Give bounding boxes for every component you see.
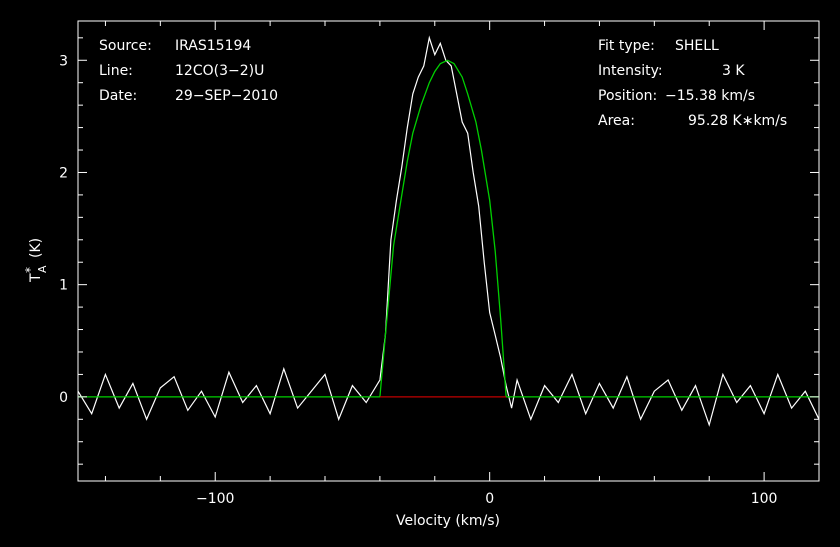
ticks-layer: −100 0 100 0 1 2 3 bbox=[59, 21, 820, 507]
info-source-key: Source: bbox=[99, 38, 152, 54]
x-tick-label: −100 bbox=[196, 491, 234, 507]
info-intensity-value: 3 K bbox=[722, 63, 745, 79]
y-axis-label-unit: (K) bbox=[28, 238, 44, 258]
info-area-value: 95.28 K∗km/s bbox=[688, 113, 787, 129]
y-axis-label-sup: * bbox=[23, 267, 37, 273]
y-axis-label: T * A (K) bbox=[23, 238, 49, 283]
x-tick-label: 0 bbox=[485, 491, 494, 507]
info-date-key: Date: bbox=[99, 88, 137, 104]
y-axis-label-sub: A bbox=[36, 265, 49, 273]
info-line-key: Line: bbox=[99, 63, 133, 79]
y-axis-label-main: T bbox=[28, 273, 44, 283]
info-area-key: Area: bbox=[598, 113, 635, 129]
y-tick-label: 1 bbox=[59, 278, 68, 294]
info-position-value: −15.38 km/s bbox=[665, 88, 755, 104]
info-source-value: IRAS15194 bbox=[175, 38, 251, 54]
y-tick-label: 3 bbox=[59, 53, 68, 69]
x-axis-label: Velocity (km/s) bbox=[396, 513, 500, 529]
y-tick-label: 2 bbox=[59, 165, 68, 181]
info-fit-type-value: SHELL bbox=[675, 38, 719, 54]
y-tick-label: 0 bbox=[59, 390, 68, 406]
info-date-value: 29−SEP−2010 bbox=[175, 88, 278, 104]
info-fit-type-key: Fit type: bbox=[598, 38, 655, 54]
info-intensity-key: Intensity: bbox=[598, 63, 663, 79]
info-position-key: Position: bbox=[598, 88, 657, 104]
info-line-value: 12CO(3−2)U bbox=[175, 63, 264, 79]
x-tick-label: 100 bbox=[751, 491, 778, 507]
series-layer bbox=[77, 35, 820, 427]
series-line-0 bbox=[77, 35, 820, 427]
series-line-1 bbox=[78, 59, 819, 398]
plot-frame bbox=[77, 20, 820, 482]
